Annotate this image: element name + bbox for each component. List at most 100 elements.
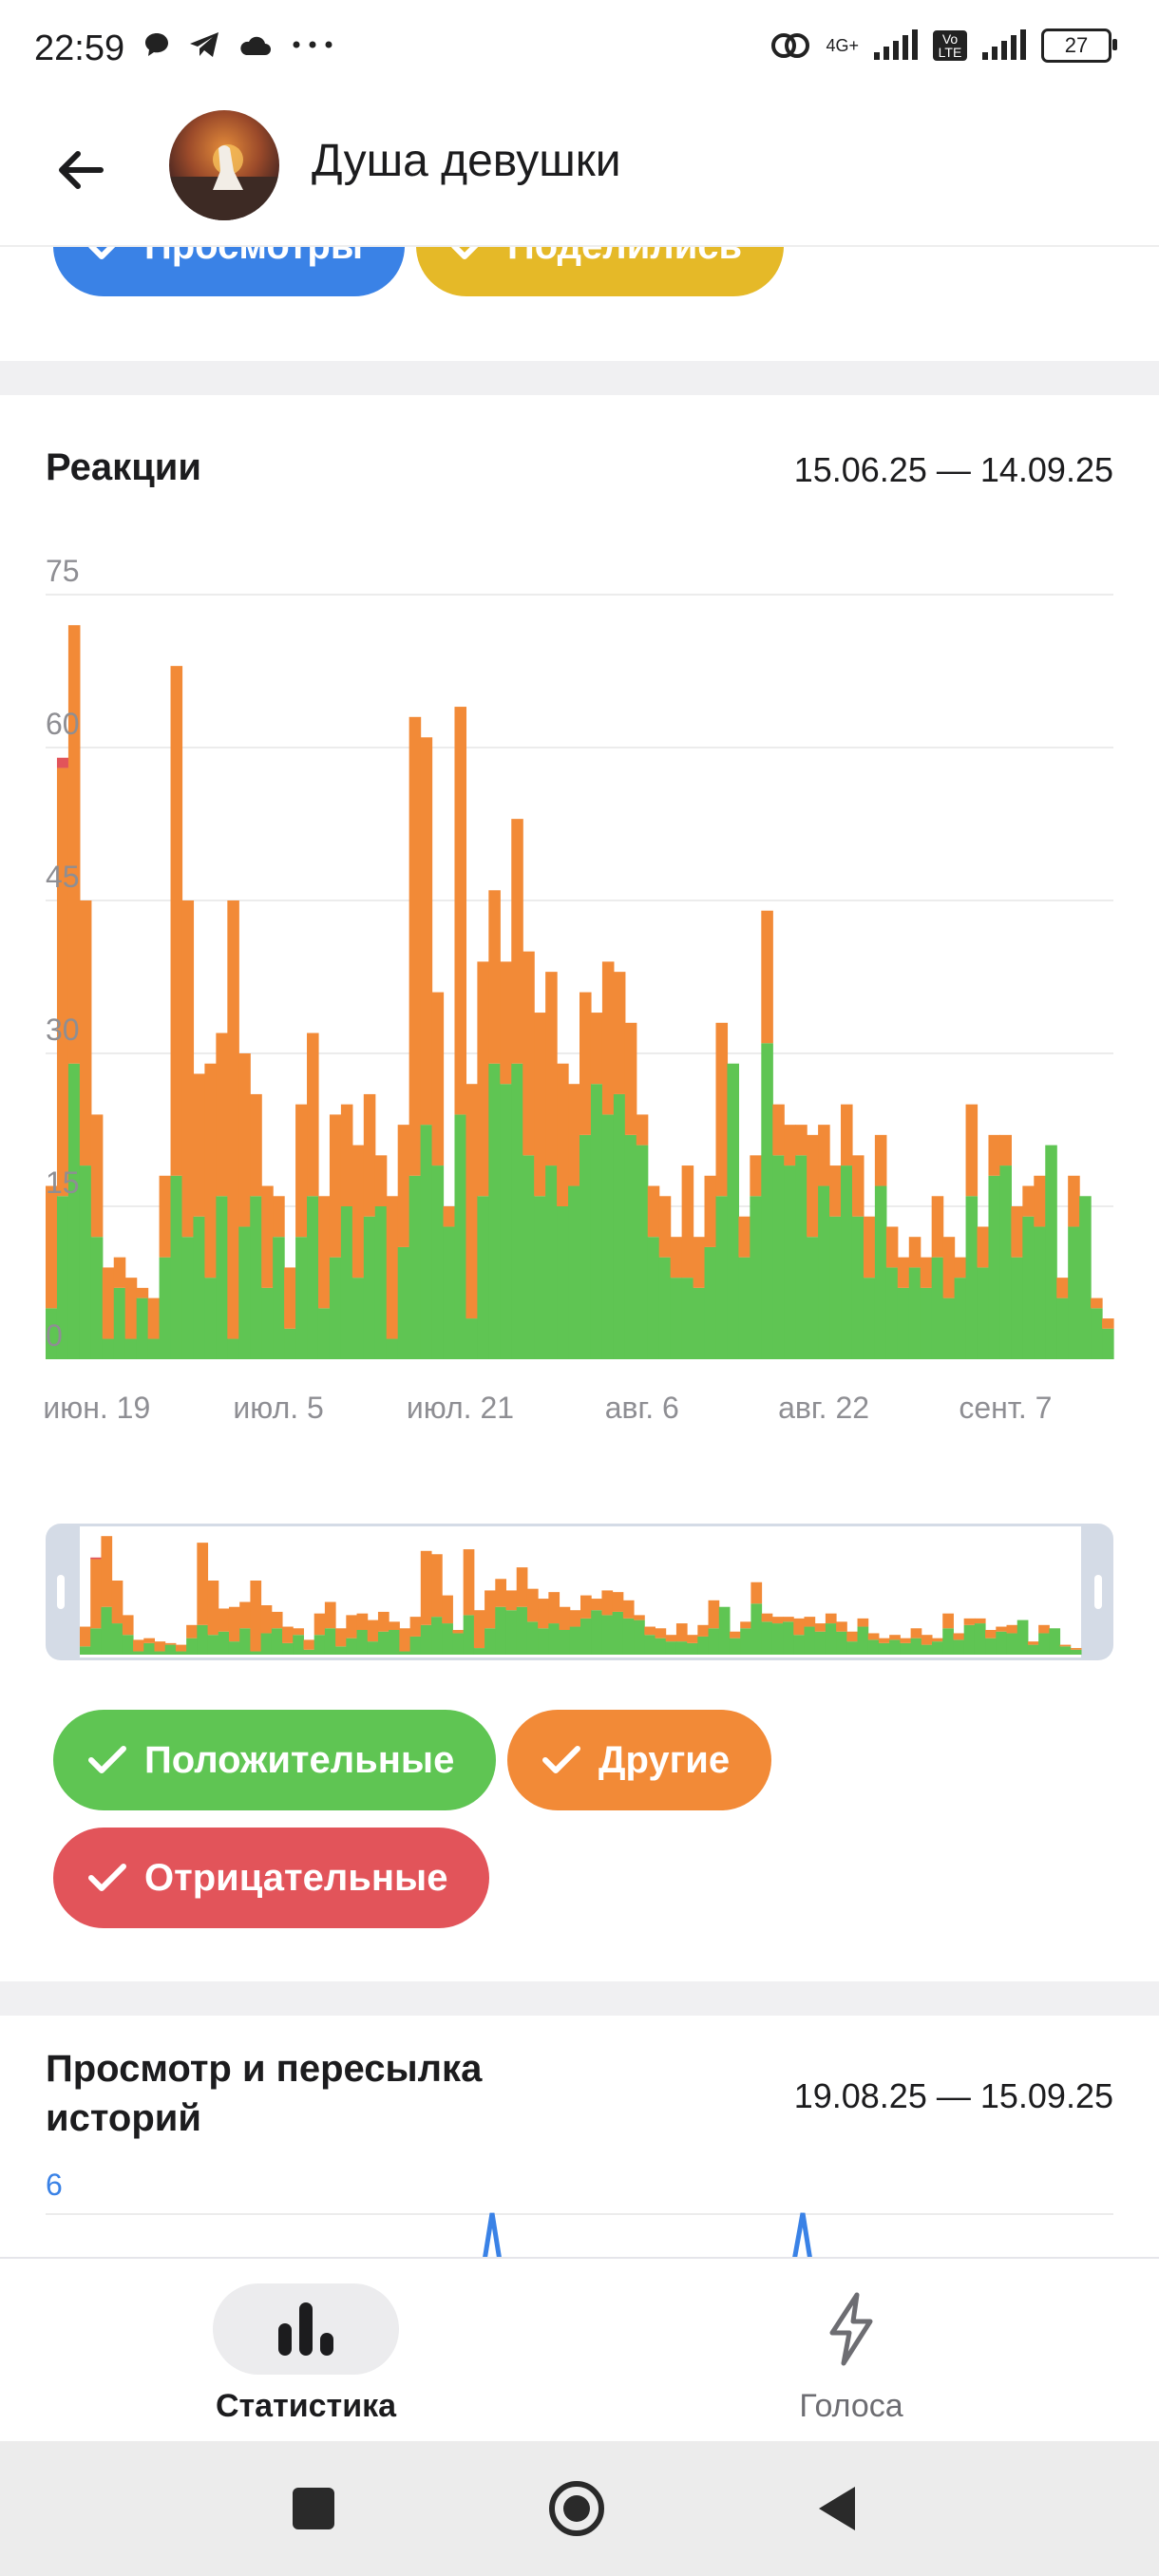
mini-bar [389,1630,400,1655]
bar-positive [295,1237,308,1359]
bar-other [46,1185,58,1309]
bar-other [1102,1318,1114,1329]
home-icon[interactable] [547,2479,606,2538]
nav-votes-icon-wrap [758,2283,944,2375]
bar-other [363,1093,376,1217]
bar-other [431,992,445,1166]
stories-date-range[interactable]: 19.08.25 — 15.09.25 [793,2076,1113,2115]
mini-bar [559,1606,571,1630]
mini-bar [505,1610,518,1655]
range-handle-left[interactable] [57,1575,65,1609]
filter-negative-button[interactable]: Отрицательные [53,1828,490,1928]
filter-other-label: Другие [598,1738,731,1781]
x-tick-label: июн. 19 [43,1391,150,1425]
back-triangle-icon[interactable] [815,2483,859,2534]
bar-other [761,910,773,1044]
bar-positive [67,1063,81,1359]
mini-bar [409,1636,422,1655]
mini-bar [133,1651,144,1655]
recent-apps-icon[interactable] [293,2488,334,2529]
mini-bar [409,1617,422,1637]
bar-other [704,1175,717,1247]
mini-bar [932,1641,943,1655]
mini-bar [303,1649,315,1655]
reactions-chart[interactable]: 0 15 30 45 60 75 июн. 19 июл. 5 июл. 21 авг. 6 авг… [0,532,1159,1425]
mini-bar [335,1628,347,1647]
back-arrow-icon[interactable] [48,137,114,203]
lightning-icon [829,2292,873,2366]
mini-bar [303,1639,315,1650]
bar-positive [1056,1297,1069,1359]
bar-other [784,1125,796,1166]
app-header: Душа девушки [0,95,1159,247]
filter-other-button[interactable]: Другие [507,1710,772,1810]
filter-views-button[interactable]: Просмотры [53,247,406,296]
mini-bar [1070,1648,1082,1650]
nav-statistics[interactable]: Статистика [213,2283,399,2425]
range-handle-right[interactable] [1094,1575,1102,1609]
bar-positive [636,1145,649,1359]
bar-positive [681,1278,694,1359]
mini-bar [282,1642,294,1655]
mini-bar [1006,1633,1018,1655]
check-icon [88,1864,126,1891]
bar-other [534,1013,546,1197]
mini-bar [356,1613,369,1630]
bar-other [397,1125,410,1247]
bar-positive [113,1287,126,1359]
mini-bar [771,1623,784,1655]
mini-bar [675,1641,688,1655]
bar-other [124,1278,138,1339]
mini-bar [963,1624,976,1655]
reactions-date-range[interactable]: 15.06.25 — 14.09.25 [793,450,1113,489]
nav-votes[interactable]: Голоса [758,2283,944,2425]
mini-bar [878,1638,890,1643]
mini-bar [239,1601,251,1629]
mini-bar [857,1626,869,1655]
mini-bar [175,1644,187,1652]
bar-other [977,1226,990,1268]
bar-positive [431,1165,445,1359]
bar-other [79,900,92,1166]
bar-positive [284,1328,296,1359]
bar-other [408,716,422,1176]
mini-bar [996,1626,1008,1632]
bar-positive [397,1246,410,1359]
mini-bar [675,1623,688,1642]
mini-bar [740,1628,751,1655]
range-selector[interactable] [46,1524,1113,1660]
bar-positive [181,1237,195,1359]
mini-bar [580,1595,592,1619]
mini-bar [207,1581,219,1636]
mini-bar [761,1613,773,1622]
mini-bar [612,1611,624,1655]
mini-bar [228,1606,240,1642]
check-icon [542,1746,580,1773]
mini-bar [921,1635,933,1645]
y-tick-label: 30 [46,1013,80,1047]
bar-other [807,1134,819,1238]
mini-bar [921,1644,933,1655]
mini-bar [473,1610,485,1649]
telegram-icon [190,32,218,57]
bar-other [273,1196,285,1238]
mini-bar [974,1618,986,1624]
bar-positive [534,1196,546,1359]
bar-other [590,1013,603,1085]
bar-positive [386,1338,399,1359]
stories-title: Просмотр и пересылка историй [46,2044,482,2143]
mini-bar [857,1618,869,1627]
filter-shared-button[interactable]: Поделились [416,247,785,296]
bar-positive [851,1216,864,1359]
mini-bar [687,1635,698,1643]
bar-positive [170,1175,183,1359]
mini-bar [814,1623,826,1632]
avatar[interactable] [169,110,279,220]
status-time: 22:59 [34,28,125,68]
bar-other [942,1237,956,1298]
bar-positive [250,1196,262,1359]
filter-positive-button[interactable]: Положительные [53,1710,497,1810]
stories-chart[interactable] [0,2204,1159,2261]
mini-bar [622,1618,635,1655]
mini-bar [793,1635,805,1655]
